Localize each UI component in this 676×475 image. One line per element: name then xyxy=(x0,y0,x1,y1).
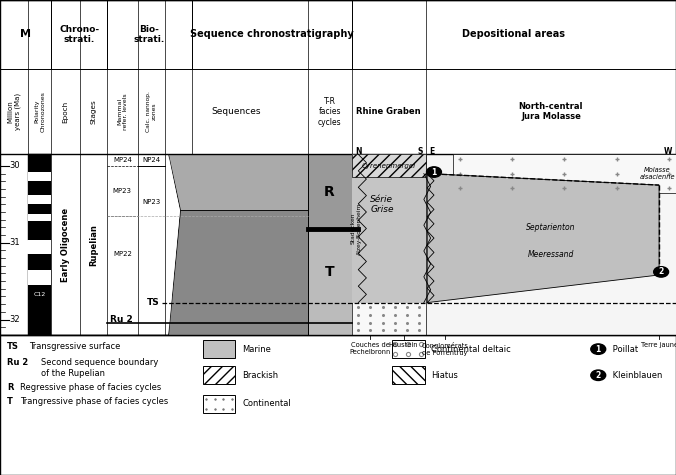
Polygon shape xyxy=(426,154,676,303)
Polygon shape xyxy=(28,270,51,285)
Text: Sequence chronostratigraphy: Sequence chronostratigraphy xyxy=(190,29,354,39)
Text: Poillat: Poillat xyxy=(610,345,639,353)
Text: Continental deltaic: Continental deltaic xyxy=(431,345,511,353)
Text: Continental: Continental xyxy=(242,399,291,408)
Polygon shape xyxy=(308,229,352,335)
Text: of the Rupelian: of the Rupelian xyxy=(41,370,105,378)
Text: R: R xyxy=(324,185,335,199)
Text: Série
Grise: Série Grise xyxy=(370,195,393,214)
Polygon shape xyxy=(28,240,51,254)
Polygon shape xyxy=(352,303,426,335)
Text: Mammal
refer. levels: Mammal refer. levels xyxy=(117,93,128,130)
Text: Depositional areas: Depositional areas xyxy=(462,29,565,39)
Polygon shape xyxy=(28,195,51,204)
Polygon shape xyxy=(28,254,51,335)
Text: 30: 30 xyxy=(9,162,20,171)
Text: Bio-
strati.: Bio- strati. xyxy=(134,25,165,44)
Text: Terre jaune: Terre jaune xyxy=(641,342,676,348)
Text: Cyrenenmergel: Cyrenenmergel xyxy=(362,163,416,169)
Circle shape xyxy=(654,266,669,277)
Text: E: E xyxy=(429,147,435,155)
Text: T: T xyxy=(324,266,335,279)
Text: Rhine Graben: Rhine Graben xyxy=(356,107,421,116)
Text: Hiatus: Hiatus xyxy=(431,371,458,380)
Text: Stadecken
Alzey-Bodenheim: Stadecken Alzey-Bodenheim xyxy=(351,202,362,255)
Text: NP23: NP23 xyxy=(143,200,160,205)
Text: Transgressive surface: Transgressive surface xyxy=(29,342,120,351)
Text: Ru 2: Ru 2 xyxy=(110,315,133,324)
Text: TS: TS xyxy=(7,342,19,351)
Text: 32: 32 xyxy=(9,315,20,324)
Text: Regressive phase of facies cycles: Regressive phase of facies cycles xyxy=(20,383,162,391)
Text: 1: 1 xyxy=(596,345,601,353)
Text: Meeressand: Meeressand xyxy=(528,250,574,259)
Polygon shape xyxy=(352,154,676,335)
Text: TS: TS xyxy=(147,298,160,307)
Polygon shape xyxy=(203,395,235,413)
Polygon shape xyxy=(426,303,676,335)
Text: Second sequence boundary: Second sequence boundary xyxy=(41,358,158,367)
Text: R: R xyxy=(7,383,14,391)
Text: NP24: NP24 xyxy=(143,157,160,163)
Polygon shape xyxy=(28,214,51,221)
Polygon shape xyxy=(203,366,235,384)
Text: MP24: MP24 xyxy=(113,157,132,163)
Polygon shape xyxy=(392,340,425,358)
Text: 31: 31 xyxy=(9,238,20,247)
Polygon shape xyxy=(0,0,676,335)
Text: Sequences: Sequences xyxy=(212,107,261,116)
Text: Chrono-
strati.: Chrono- strati. xyxy=(59,25,99,44)
Text: Polarity
Chronozones: Polarity Chronozones xyxy=(34,91,45,132)
Text: 1: 1 xyxy=(431,168,437,177)
Text: 2: 2 xyxy=(596,371,601,380)
Text: Conglomérats
de Porrentruy: Conglomérats de Porrentruy xyxy=(421,342,468,356)
Text: Marine: Marine xyxy=(242,345,271,353)
Text: Rupelian: Rupelian xyxy=(89,224,98,266)
Text: Ru 2: Ru 2 xyxy=(7,358,28,367)
Circle shape xyxy=(591,344,606,354)
Polygon shape xyxy=(427,173,659,303)
Text: Calc. nannop.
zones: Calc. nannop. zones xyxy=(146,91,157,132)
Circle shape xyxy=(427,167,441,177)
Circle shape xyxy=(591,370,606,380)
Polygon shape xyxy=(168,210,308,335)
Text: T: T xyxy=(7,397,13,406)
Text: W: W xyxy=(665,147,673,155)
Text: MP23: MP23 xyxy=(113,188,132,194)
Polygon shape xyxy=(453,154,676,193)
Text: Septarienton: Septarienton xyxy=(526,223,576,232)
Text: 2: 2 xyxy=(658,267,664,276)
Text: Epoch: Epoch xyxy=(63,101,68,123)
Text: Haustein: Haustein xyxy=(389,342,418,348)
Text: C12: C12 xyxy=(34,292,46,297)
Polygon shape xyxy=(28,154,51,240)
Text: Brackish: Brackish xyxy=(242,371,278,380)
Text: Million
years (Ma): Million years (Ma) xyxy=(7,93,21,130)
Text: Early Oligocene: Early Oligocene xyxy=(61,208,70,282)
Text: Stages: Stages xyxy=(91,99,96,124)
Text: North-central
Jura Molasse: North-central Jura Molasse xyxy=(518,102,583,121)
Text: M: M xyxy=(20,29,31,39)
Polygon shape xyxy=(352,154,426,303)
Polygon shape xyxy=(203,340,235,358)
Polygon shape xyxy=(168,154,308,210)
Polygon shape xyxy=(392,366,425,384)
Polygon shape xyxy=(168,154,180,335)
Polygon shape xyxy=(0,335,676,475)
Text: C11: C11 xyxy=(34,195,46,200)
Polygon shape xyxy=(352,154,426,178)
Text: Couches de
Pechelbronn: Couches de Pechelbronn xyxy=(349,342,391,355)
Text: S: S xyxy=(417,147,422,155)
Polygon shape xyxy=(308,154,352,229)
Text: Molasse
alsacienne: Molasse alsacienne xyxy=(639,167,675,180)
Text: Trangressive phase of facies cycles: Trangressive phase of facies cycles xyxy=(20,397,168,406)
Text: MP22: MP22 xyxy=(113,251,132,257)
Text: N: N xyxy=(355,147,362,155)
Text: Kleinblauen: Kleinblauen xyxy=(610,371,662,380)
Polygon shape xyxy=(28,172,51,181)
Polygon shape xyxy=(426,303,676,335)
Text: T-R
facies
cycles: T-R facies cycles xyxy=(318,97,341,126)
